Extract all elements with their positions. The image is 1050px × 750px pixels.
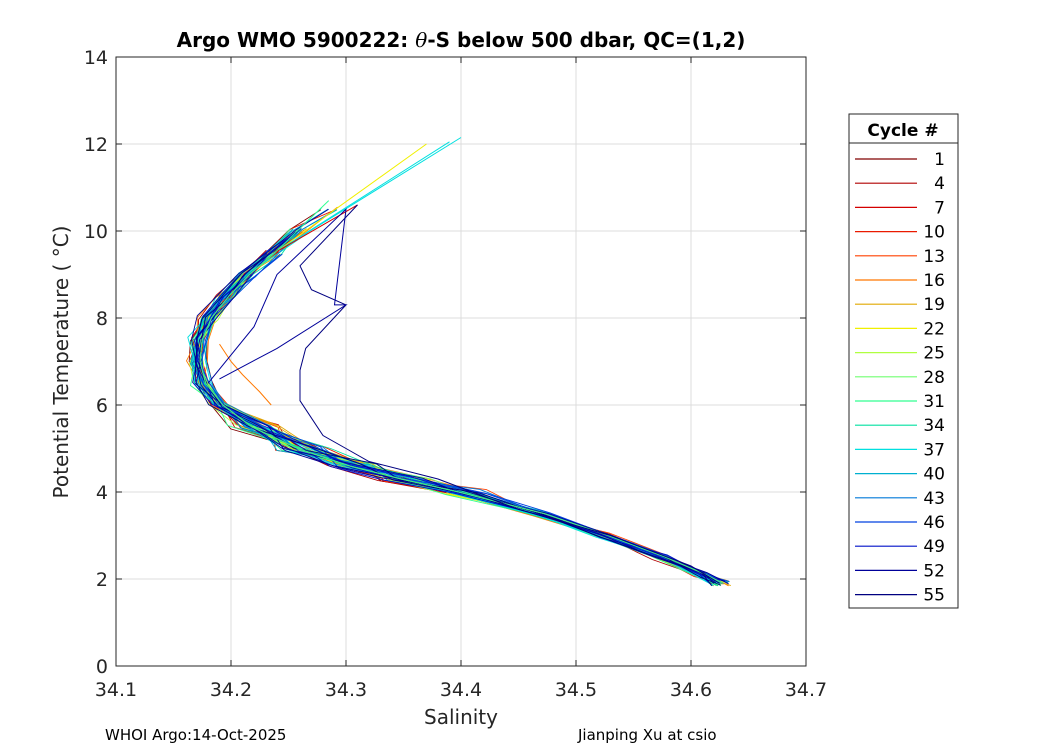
profile-line: [191, 208, 717, 584]
y-tick-label: 8: [96, 308, 108, 330]
y-tick-label: 2: [96, 569, 108, 591]
profile-line: [190, 208, 720, 583]
legend-label: 25: [923, 344, 945, 364]
y-tick-label: 0: [96, 656, 108, 678]
legend-label: 46: [923, 513, 945, 533]
profile-line: [189, 254, 721, 582]
title-prefix: Argo WMO 5900222:: [177, 28, 416, 52]
legend-label: 7: [934, 198, 945, 218]
profile-line-extended: [199, 200, 724, 584]
legend-label: 52: [923, 561, 945, 581]
profile-line: [197, 228, 722, 585]
legend-box: [848, 113, 959, 609]
legend: Cycle # 1 4 7 10 13 16 19 22 25 28 31 34 37 40 43 46 49 5…: [848, 113, 959, 609]
grid: [115, 56, 807, 667]
profile-line: [199, 253, 731, 587]
legend-label: 28: [923, 368, 945, 388]
legend-label: 10: [923, 223, 945, 243]
x-tick-label: 34.2: [210, 679, 252, 701]
x-tick-label: 34.1: [95, 679, 137, 701]
profile-line: [195, 253, 714, 584]
legend-label: 49: [923, 537, 945, 557]
y-tick-label: 14: [84, 47, 108, 69]
profile-line: [196, 228, 718, 586]
profile-line: [192, 249, 714, 587]
legend-label: 40: [923, 465, 945, 485]
profile-line-bump: [219, 343, 272, 406]
profile-line-extended: [199, 137, 724, 584]
profile-line: [199, 209, 730, 583]
x-axis-label: Salinity: [424, 705, 498, 729]
chart-title: Argo WMO 5900222: θ-S below 500 dbar, QC…: [177, 28, 746, 52]
legend-label: 1: [934, 150, 945, 170]
y-tick-label: 10: [84, 221, 108, 243]
profile-lines: [185, 137, 731, 587]
profile-line: [193, 231, 726, 582]
profile-line-extended: [199, 143, 724, 584]
profile-line: [206, 251, 723, 584]
profile-line: [190, 253, 713, 585]
profile-line: [196, 228, 723, 584]
footer-right: Jianping Xu at csio: [578, 726, 717, 744]
profile-line: [196, 273, 722, 584]
profile-line: [195, 232, 717, 586]
profile-line: [185, 228, 717, 586]
legend-label: 43: [923, 489, 945, 509]
legend-items: 1 4 7 10 13 16 19 22 25 28 31 34 37 40 43 46 49 52 55: [855, 150, 945, 606]
profile-line: [187, 254, 714, 586]
legend-label: 34: [923, 416, 945, 436]
x-tick-label: 34.6: [670, 679, 712, 701]
profile-line: [204, 232, 721, 587]
profile-line: [203, 250, 729, 587]
profile-line: [192, 231, 712, 585]
profile-line: [190, 232, 714, 586]
title-suffix: -S below 500 dbar, QC=(1,2): [427, 28, 745, 52]
y-axis-label: Potential Temperature ( °C): [49, 226, 73, 499]
profile-line: [200, 232, 717, 584]
x-tick-label: 34.4: [440, 679, 482, 701]
profile-line: [191, 210, 720, 583]
legend-label: 55: [923, 586, 945, 606]
legend-label: 37: [923, 440, 945, 460]
profile-line: [193, 253, 721, 585]
profile-line-extended: [199, 141, 724, 584]
profile-line: [192, 228, 720, 586]
profile-line: [202, 230, 722, 584]
profile-line: [198, 254, 721, 586]
profile-line: [196, 232, 721, 582]
legend-label: 16: [923, 271, 945, 291]
tick-labels: 34.1 34.2 34.3 34.4 34.5 34.6 34.7 0 2 4 6 8 10 12 14: [84, 47, 827, 701]
x-tick-label: 34.3: [325, 679, 367, 701]
legend-label: 19: [923, 295, 945, 315]
y-tick-label: 6: [96, 395, 108, 417]
profile-line: [197, 254, 728, 584]
legend-label: 13: [923, 247, 945, 267]
legend-label: 22: [923, 319, 945, 339]
x-tick-label: 34.5: [555, 679, 597, 701]
profile-line-extended: [199, 204, 724, 584]
profile-line: [197, 274, 723, 583]
legend-title: Cycle #: [867, 121, 938, 141]
profile-line: [190, 254, 713, 582]
title-theta: θ: [415, 28, 427, 52]
profile-line: [201, 253, 730, 582]
profile-line-anomaly: [299, 204, 720, 584]
profile-line: [196, 206, 718, 582]
legend-label: 31: [923, 392, 945, 412]
legend-label: 4: [934, 174, 945, 194]
profile-line: [191, 251, 725, 582]
x-tick-label: 34.7: [785, 679, 827, 701]
footer-left: WHOI Argo:14-Oct-2025: [105, 726, 287, 744]
profile-line: [195, 231, 713, 587]
profile-line-anomaly-2: [207, 207, 348, 384]
y-tick-label: 4: [96, 482, 108, 504]
profile-line: [198, 208, 729, 583]
profile-line: [195, 253, 719, 586]
profile-line: [195, 273, 724, 582]
y-tick-label: 12: [84, 134, 108, 156]
profile-line: [191, 250, 723, 584]
